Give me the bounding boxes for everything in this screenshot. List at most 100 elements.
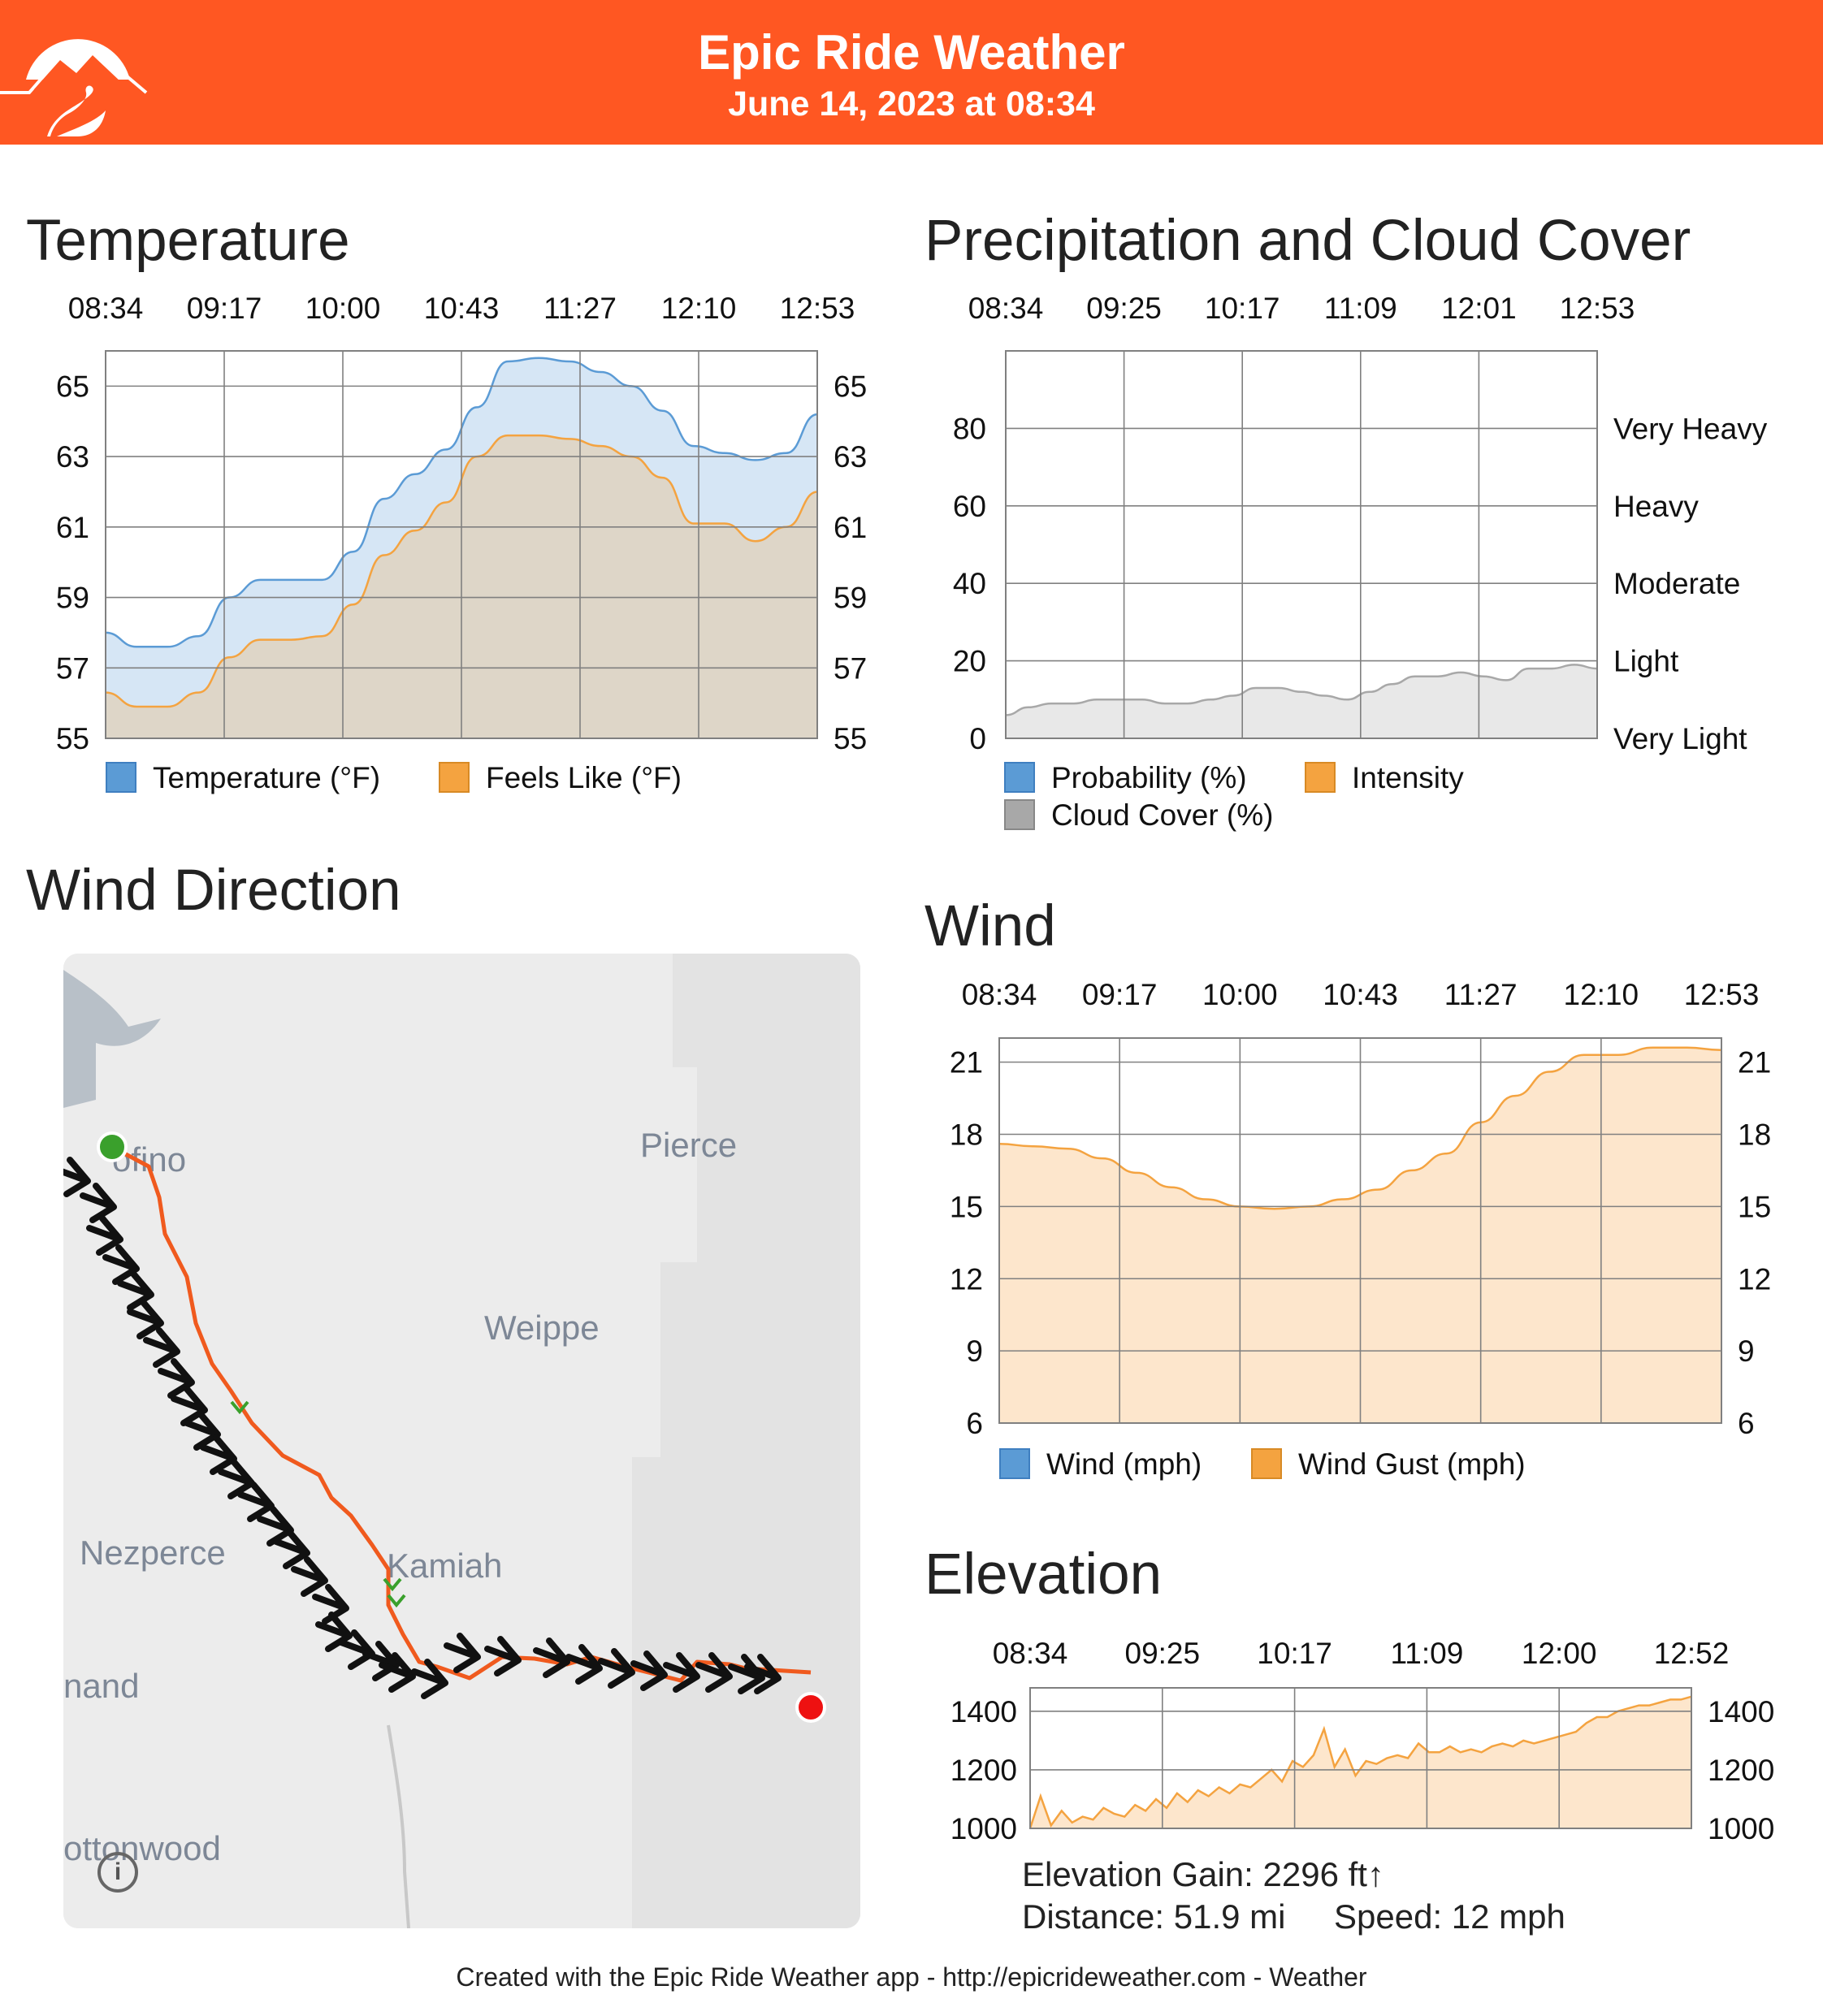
legend-label: Wind Gust (mph): [1298, 1447, 1526, 1481]
route-chevron-icon: [387, 1594, 406, 1608]
map-label-ferdinand: nand: [63, 1667, 140, 1705]
legend-swatch: [439, 762, 470, 794]
y-tick-label: 61: [56, 511, 89, 544]
series-line-3: [1005, 664, 1598, 716]
x-tick-label: 08:34: [68, 292, 144, 325]
legend-swatch: [1305, 762, 1336, 794]
legend-item-temperature: Temperature (°F): [106, 760, 380, 796]
wind-arrow-icon: [744, 1654, 782, 1694]
y-tick-label: 21: [950, 1046, 983, 1079]
wind-arrow-icon: [695, 1652, 733, 1693]
series-area-3: [1006, 664, 1597, 738]
plot-border: [1005, 350, 1598, 739]
y-tick-label: 18: [950, 1118, 983, 1152]
wind-arrow-icon: [565, 1644, 603, 1685]
legend-label: Temperature (°F): [153, 761, 381, 794]
route-overlay: [63, 1131, 826, 1723]
x-tick-label: 09:25: [1086, 292, 1162, 325]
x-tick-label: 12:10: [661, 292, 737, 325]
wind-arrow-icon: [143, 1327, 180, 1368]
wind-arrow-icon: [533, 1637, 570, 1678]
x-tick-label: 12:52: [1654, 1637, 1730, 1670]
x-tick-label: 09:25: [1125, 1637, 1201, 1670]
y2-tick-label: 63: [834, 440, 867, 474]
elevation-title: Elevation: [924, 1542, 1163, 1607]
x-tick-label: 08:34: [968, 292, 1044, 325]
x-tick-label: 08:34: [962, 978, 1037, 1011]
y2-tick-label: Light: [1613, 645, 1679, 678]
y-tick-label: 65: [56, 370, 89, 403]
x-tick-label: 11:09: [1390, 1637, 1463, 1670]
precip-title: Precipitation and Cloud Cover: [924, 209, 1691, 273]
y2-tick-label: 57: [834, 651, 867, 685]
y2-tick-label: 1000: [1708, 1812, 1774, 1845]
map-label-weippe: Weippe: [484, 1309, 600, 1347]
legend-label: Intensity: [1352, 761, 1464, 794]
y2-tick-label: 21: [1738, 1046, 1771, 1079]
wind-arrow-icon: [127, 1299, 164, 1339]
y-tick-label: 59: [56, 582, 89, 615]
wind-arrow-icon: [237, 1482, 275, 1522]
map-label-cottonwood: ottonwood: [63, 1829, 221, 1867]
y2-tick-label: 9: [1738, 1335, 1755, 1368]
y2-tick-label: 1200: [1708, 1754, 1774, 1787]
wind-arrow-icon: [80, 1183, 117, 1223]
x-tick-label: 11:09: [1324, 292, 1397, 325]
temperature-chart: 08:34 09:17 10:00 10:43 11:27 12:10 12:53 55 55 5…: [56, 292, 867, 755]
legend-label: Cloud Cover (%): [1051, 798, 1274, 832]
route-chevron-icon: [230, 1400, 249, 1415]
wind-arrow-icon: [484, 1636, 522, 1676]
x-tick-label: 11:27: [543, 292, 617, 325]
y-tick-label: 40: [953, 567, 986, 600]
wind-arrow-icon: [291, 1556, 328, 1597]
info-icon[interactable]: i: [97, 1852, 138, 1893]
route-chevron-icon: [383, 1577, 402, 1592]
plot-border: [998, 1037, 1722, 1424]
wind-arrow-icon: [411, 1659, 448, 1699]
report-datetime: June 14, 2023 at 08:34: [728, 84, 1095, 123]
y2-tick-label: 65: [834, 370, 867, 403]
wind-direction-map[interactable]: ofino Pierce Weippe Nezperce Kamiah nand…: [63, 954, 860, 1928]
x-tick-label: 09:17: [1082, 978, 1158, 1011]
wind-arrow-icon: [102, 1244, 140, 1285]
wind-arrow-icon: [158, 1358, 195, 1399]
legend-swatch: [1004, 799, 1035, 831]
start-marker-icon: [97, 1131, 128, 1162]
legend-swatch: [1251, 1448, 1282, 1480]
x-tick-label: 10:43: [424, 292, 500, 325]
wind-arrow-icon: [728, 1654, 765, 1694]
precip-chart: 08:34 09:25 10:17 11:09 12:01 12:53 0 Very Ligh…: [953, 292, 1768, 755]
elevation-gain: Elevation Gain: 2296 ft↑: [1022, 1855, 1384, 1893]
wind-arrow-icon: [86, 1215, 123, 1256]
distance-value: Distance: 51.9 mi: [1022, 1897, 1286, 1936]
wind-arrow-icon: [598, 1648, 635, 1689]
legend-item-wind-gust: Wind Gust (mph): [1251, 1447, 1526, 1482]
legend-label: Probability (%): [1051, 761, 1247, 794]
y2-tick-label: Heavy: [1613, 490, 1699, 523]
y2-tick-label: 6: [1738, 1407, 1755, 1438]
temperature-title: Temperature: [26, 209, 350, 273]
y-tick-label: 1400: [950, 1695, 1017, 1728]
x-tick-label: 12:10: [1564, 978, 1639, 1011]
y-tick-label: 80: [953, 412, 986, 445]
y2-tick-label: Very Heavy: [1613, 412, 1768, 445]
y-tick-label: 0: [969, 722, 986, 755]
plot-border: [1029, 1687, 1692, 1829]
y2-tick-label: Very Light: [1613, 722, 1747, 755]
end-marker-icon: [795, 1692, 826, 1723]
x-tick-label: 10:00: [305, 292, 381, 325]
y2-tick-label: 59: [834, 582, 867, 615]
x-tick-label: 10:17: [1205, 292, 1280, 325]
footer-credit: Created with the Epic Ride Weather app -…: [0, 1962, 1823, 1992]
wind-arrow-icon: [663, 1652, 700, 1693]
series-line-2: [998, 1046, 1722, 1210]
wind-arrow-icon: [63, 1157, 91, 1197]
mountain-road-logo-icon: [0, 39, 148, 136]
wind-arrow-icon: [273, 1529, 310, 1569]
map-label-kamiah: Kamiah: [387, 1547, 503, 1585]
speed-value: Speed: 12 mph: [1334, 1897, 1565, 1936]
series-area-1: [1030, 1696, 1691, 1828]
wind-arrow-icon: [379, 1652, 416, 1693]
route-line: [110, 1144, 812, 1683]
app-title: Epic Ride Weather: [698, 25, 1125, 80]
